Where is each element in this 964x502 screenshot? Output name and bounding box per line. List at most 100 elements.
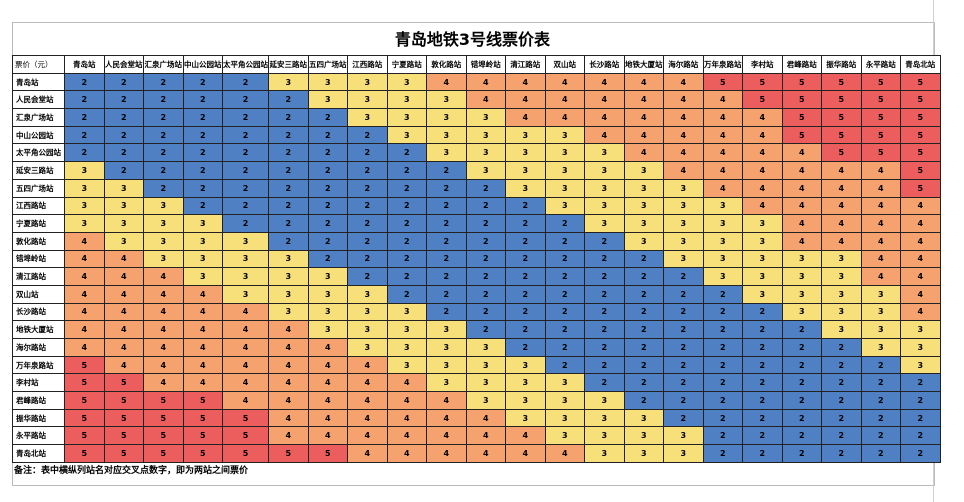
fare-cell[interactable]: 2 xyxy=(663,338,704,357)
fare-cell[interactable]: 4 xyxy=(821,178,862,198)
fare-cell[interactable]: 4 xyxy=(742,108,783,127)
fare-cell[interactable]: 4 xyxy=(143,355,184,375)
fare-cell[interactable]: 3 xyxy=(182,231,223,251)
fare-cell[interactable]: 2 xyxy=(347,125,388,145)
fare-cell[interactable]: 3 xyxy=(702,214,743,233)
fare-cell[interactable]: 2 xyxy=(544,320,585,339)
fare-cell[interactable]: 3 xyxy=(505,161,546,180)
fare-cell[interactable]: 4 xyxy=(143,320,184,339)
fare-cell[interactable]: 2 xyxy=(64,125,105,145)
fare-cell[interactable]: 2 xyxy=(860,391,901,410)
fare-cell[interactable]: 4 xyxy=(584,108,625,127)
fare-cell[interactable]: 3 xyxy=(584,426,625,446)
fare-cell[interactable]: 2 xyxy=(663,373,704,393)
fare-cell[interactable]: 3 xyxy=(505,355,546,375)
fare-cell[interactable]: 3 xyxy=(307,320,348,339)
fare-cell[interactable]: 5 xyxy=(900,72,941,92)
fare-cell[interactable]: 4 xyxy=(821,196,862,216)
fare-cell[interactable]: 5 xyxy=(307,444,348,463)
column-header-station[interactable]: 五四广场站 xyxy=(307,55,348,74)
column-header-station[interactable]: 万年泉路站 xyxy=(702,55,743,74)
fare-cell[interactable]: 2 xyxy=(623,355,664,375)
fare-cell[interactable]: 4 xyxy=(860,178,901,198)
column-header-station[interactable]: 君峰路站 xyxy=(781,55,822,74)
fare-cell[interactable]: 2 xyxy=(584,249,625,269)
fare-cell[interactable]: 2 xyxy=(426,196,467,216)
fare-cell[interactable]: 3 xyxy=(222,284,269,304)
fare-cell[interactable]: 2 xyxy=(505,284,546,304)
fare-cell[interactable]: 4 xyxy=(222,320,269,339)
fare-cell[interactable]: 2 xyxy=(584,355,625,375)
fare-cell[interactable]: 5 xyxy=(702,72,743,92)
row-header-station[interactable]: 清江路站 xyxy=(12,267,65,286)
fare-cell[interactable]: 4 xyxy=(623,143,664,163)
fare-cell[interactable]: 5 xyxy=(182,408,223,428)
fare-cell[interactable]: 4 xyxy=(307,408,348,428)
fare-cell[interactable]: 4 xyxy=(505,426,546,446)
fare-cell[interactable]: 3 xyxy=(860,284,901,304)
column-header-station[interactable]: 延安三路站 xyxy=(268,55,309,74)
fare-cell[interactable]: 4 xyxy=(347,355,388,375)
fare-cell[interactable]: 3 xyxy=(544,125,585,145)
column-header-station[interactable]: 双山站 xyxy=(544,55,585,74)
column-header-station[interactable]: 汇泉广场站 xyxy=(143,55,184,74)
fare-cell[interactable]: 4 xyxy=(307,373,348,393)
fare-cell[interactable]: 2 xyxy=(268,108,309,127)
fare-cell[interactable]: 4 xyxy=(702,161,743,180)
fare-cell[interactable]: 3 xyxy=(623,231,664,251)
fare-cell[interactable]: 4 xyxy=(426,444,467,463)
fare-cell[interactable]: 4 xyxy=(742,125,783,145)
fare-cell[interactable]: 4 xyxy=(386,444,427,463)
fare-cell[interactable]: 4 xyxy=(182,302,223,322)
row-header-station[interactable]: 太平角公园站 xyxy=(12,143,65,163)
fare-cell[interactable]: 5 xyxy=(860,72,901,92)
fare-cell[interactable]: 5 xyxy=(182,391,223,410)
fare-cell[interactable]: 4 xyxy=(900,196,941,216)
fare-cell[interactable]: 2 xyxy=(465,320,506,339)
fare-cell[interactable]: 4 xyxy=(860,249,901,269)
fare-cell[interactable]: 4 xyxy=(103,267,144,286)
fare-cell[interactable]: 3 xyxy=(821,249,862,269)
fare-cell[interactable]: 2 xyxy=(143,143,184,163)
fare-cell[interactable]: 2 xyxy=(742,302,783,322)
fare-cell[interactable]: 3 xyxy=(386,338,427,357)
fare-cell[interactable]: 2 xyxy=(347,231,388,251)
fare-cell[interactable]: 2 xyxy=(386,196,427,216)
fare-cell[interactable]: 3 xyxy=(544,196,585,216)
fare-cell[interactable]: 4 xyxy=(386,373,427,393)
fare-cell[interactable]: 5 xyxy=(64,408,105,428)
fare-cell[interactable]: 2 xyxy=(781,408,822,428)
fare-cell[interactable]: 4 xyxy=(386,426,427,446)
fare-cell[interactable]: 2 xyxy=(742,338,783,357)
fare-cell[interactable]: 2 xyxy=(386,249,427,269)
fare-cell[interactable]: 4 xyxy=(103,338,144,357)
fare-cell[interactable]: 4 xyxy=(900,302,941,322)
fare-cell[interactable]: 2 xyxy=(702,302,743,322)
fare-cell[interactable]: 3 xyxy=(505,143,546,163)
fare-cell[interactable]: 3 xyxy=(505,408,546,428)
fare-cell[interactable]: 2 xyxy=(663,320,704,339)
fare-cell[interactable]: 3 xyxy=(742,214,783,233)
fare-cell[interactable]: 2 xyxy=(222,90,269,110)
fare-cell[interactable]: 5 xyxy=(821,72,862,92)
fare-cell[interactable]: 5 xyxy=(860,125,901,145)
fare-cell[interactable]: 2 xyxy=(900,444,941,463)
fare-cell[interactable]: 3 xyxy=(268,249,309,269)
fare-cell[interactable]: 3 xyxy=(426,320,467,339)
fare-cell[interactable]: 3 xyxy=(268,72,309,92)
fare-cell[interactable]: 3 xyxy=(663,196,704,216)
fare-cell[interactable]: 2 xyxy=(268,161,309,180)
fare-cell[interactable]: 4 xyxy=(742,178,783,198)
fare-cell[interactable]: 2 xyxy=(268,196,309,216)
fare-cell[interactable]: 4 xyxy=(702,178,743,198)
fare-cell[interactable]: 3 xyxy=(222,231,269,251)
row-header-station[interactable]: 双山站 xyxy=(12,284,65,304)
column-header-station[interactable]: 李村站 xyxy=(742,55,783,74)
fare-cell[interactable]: 2 xyxy=(742,373,783,393)
fare-cell[interactable]: 5 xyxy=(900,178,941,198)
fare-cell[interactable]: 4 xyxy=(64,284,105,304)
fare-cell[interactable]: 4 xyxy=(386,391,427,410)
fare-cell[interactable]: 3 xyxy=(268,284,309,304)
fare-cell[interactable]: 2 xyxy=(347,161,388,180)
fare-cell[interactable]: 5 xyxy=(64,444,105,463)
